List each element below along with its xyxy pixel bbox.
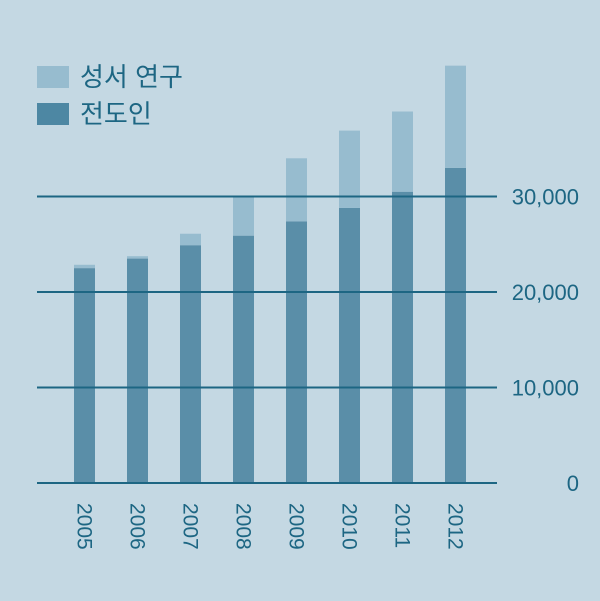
x-tick-label-2006: 2006	[126, 503, 149, 550]
bar-publishers-2005	[74, 268, 95, 483]
x-tick-label-2012: 2012	[444, 503, 467, 550]
x-axis-ticks: 2005 2006 2007 2008 2009 2010 2011 2012	[73, 503, 467, 550]
bar-bible-studies-2007	[180, 233, 201, 246]
bar-bible-studies-2005	[74, 264, 95, 269]
x-tick-label-2005: 2005	[73, 503, 96, 550]
y-tick-label-30000: 30,000	[512, 185, 579, 210]
bar-bible-studies-2006	[127, 256, 148, 259]
bars	[74, 65, 466, 483]
x-tick-label-2009: 2009	[285, 503, 308, 550]
legend: 성서 연구 전도인	[37, 62, 183, 129]
legend-label-publishers: 전도인	[80, 99, 152, 129]
bar-bible-studies-2009	[286, 158, 307, 222]
legend-label-bible-studies: 성서 연구	[80, 62, 183, 92]
x-tick-label-2007: 2007	[179, 503, 202, 550]
bar-bible-studies-2011	[392, 111, 413, 192]
bar-publishers-2011	[392, 191, 413, 483]
bar-bible-studies-2008	[233, 196, 254, 236]
bar-publishers-2010	[339, 207, 360, 483]
bar-bible-studies-2010	[339, 130, 360, 208]
legend-swatch-publishers	[37, 103, 69, 125]
bar-publishers-2008	[233, 235, 254, 483]
y-tick-label-20000: 20,000	[512, 280, 579, 305]
y-tick-label-10000: 10,000	[512, 376, 579, 401]
y-tick-label-0: 0	[567, 471, 579, 496]
bar-publishers-2006	[127, 258, 148, 483]
bar-publishers-2012	[445, 167, 466, 483]
legend-swatch-bible-studies	[37, 66, 69, 88]
y-axis-ticks: 0 10,000 20,000 30,000	[512, 185, 579, 497]
x-tick-label-2011: 2011	[391, 503, 414, 548]
bar-bible-studies-2012	[445, 65, 466, 168]
x-tick-label-2008: 2008	[232, 503, 255, 550]
gridlines	[37, 195, 497, 484]
bar-publishers-2007	[180, 245, 201, 483]
bar-publishers-2009	[286, 221, 307, 483]
x-tick-label-2010: 2010	[338, 503, 361, 550]
